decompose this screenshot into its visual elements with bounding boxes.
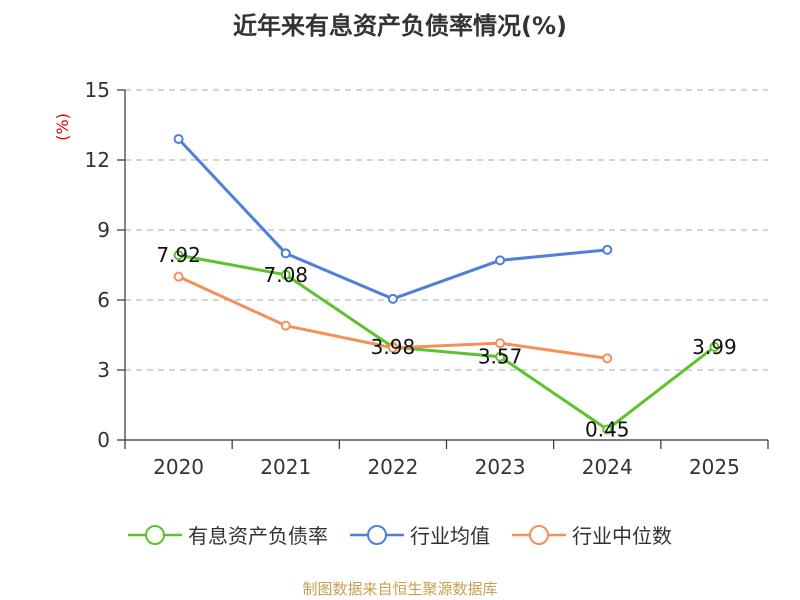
data-label-2022: 3.98 <box>371 335 416 359</box>
series-2-point-2023 <box>495 338 506 349</box>
series-line-0 <box>178 253 716 431</box>
series-2-point-2022 <box>387 342 398 353</box>
series-2-point-2024 <box>602 353 613 364</box>
y-tick-label-9: 9 <box>97 218 110 242</box>
source-note: 制图数据来自恒生聚源数据库 <box>302 580 498 598</box>
legend-label-1: 行业均值 <box>410 524 490 548</box>
legend-swatch-0 <box>128 524 182 545</box>
legend-label-2: 行业中位数 <box>572 524 672 548</box>
legend-label-0: 有息资产负债率 <box>188 524 328 548</box>
series-line-1 <box>177 137 608 301</box>
legend: 有息资产负债率 行业均值 行业中位数 <box>0 520 800 549</box>
legend-item-0[interactable]: 有息资产负债率 <box>128 520 328 549</box>
series-1-point-2020 <box>173 134 184 144</box>
legend-marker-2 <box>529 524 549 545</box>
x-tick-label-2024: 2024 <box>582 455 633 479</box>
x-tick-label-2020: 2020 <box>153 455 204 479</box>
data-labels: 7.92 7.08 3.98 3.57 0.45 3.99 <box>156 243 736 441</box>
series-1-point-2021 <box>280 248 291 259</box>
y-tick-label-6: 6 <box>97 288 110 312</box>
data-label-2025: 3.99 <box>692 335 737 359</box>
legend-item-2[interactable]: 行业中位数 <box>512 520 672 549</box>
series-2-point-2021 <box>280 320 291 331</box>
y-tick-label-15: 15 <box>85 78 110 102</box>
legend-swatch-2 <box>512 524 566 545</box>
series-0-point-2023 <box>495 351 506 362</box>
series-1-point-2023 <box>495 255 506 266</box>
y-tick-label-0: 0 <box>97 428 110 452</box>
data-label-2021: 7.08 <box>263 263 308 287</box>
series-1-point-2022 <box>387 293 398 304</box>
y-tick-label-3: 3 <box>97 358 110 382</box>
legend-item-1[interactable]: 行业均值 <box>350 520 490 549</box>
legend-swatch-1 <box>350 524 404 545</box>
series-0-point-2021 <box>280 269 291 280</box>
series-2-point-2020 <box>173 271 184 282</box>
series-1-point-2024 <box>602 244 613 255</box>
x-tick-label-2023: 2023 <box>475 455 526 479</box>
x-tick-label-2021: 2021 <box>260 455 311 479</box>
series-lines <box>173 134 720 435</box>
data-label-2020: 7.92 <box>156 243 201 267</box>
axes: 0 3 6 9 12 15 2020 2021 2022 2023 2024 2025 <box>85 78 769 479</box>
data-label-2023: 3.57 <box>478 345 523 369</box>
grid-lines <box>125 89 768 371</box>
legend-marker-1 <box>367 524 387 545</box>
series-0-point-2020 <box>173 250 184 261</box>
y-axis-label: (%) <box>53 113 72 141</box>
series-0-point-2024 <box>602 424 613 435</box>
series-0-point-2025 <box>709 341 720 352</box>
chart-title: 近年来有息资产负债率情况(%) <box>233 12 567 40</box>
y-tick-label-12: 12 <box>85 148 110 172</box>
x-tick-label-2022: 2022 <box>367 455 418 479</box>
x-tick-label-2025: 2025 <box>689 455 740 479</box>
data-label-2024: 0.45 <box>585 418 630 442</box>
legend-marker-0 <box>145 524 165 545</box>
